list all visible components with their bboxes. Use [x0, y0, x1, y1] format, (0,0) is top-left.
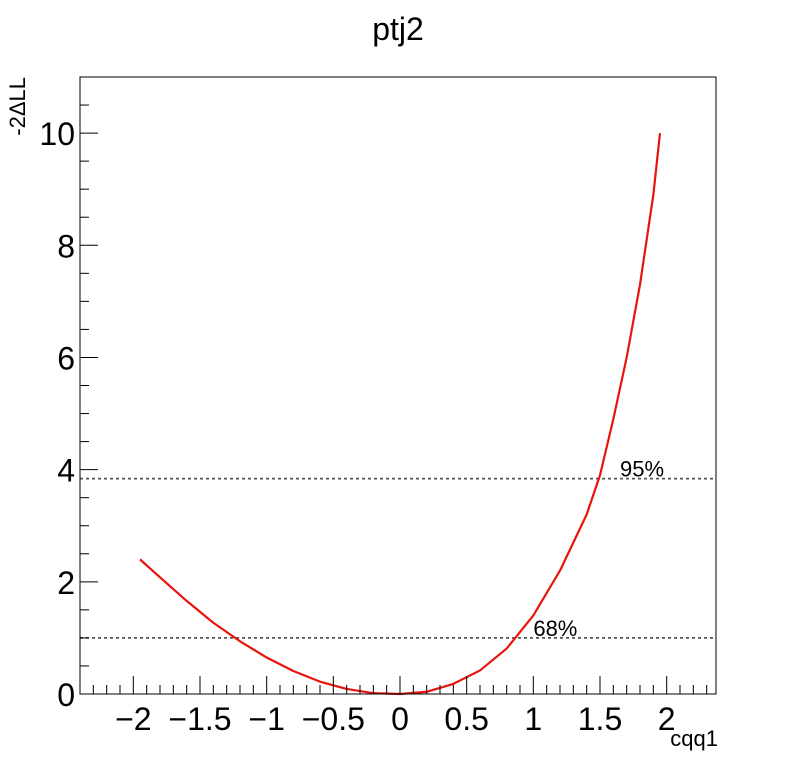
x-tick-label: 0.5: [444, 701, 488, 737]
x-axis: −2 −1.5 −1 −0.5 0 0.5 1 1.5 2: [79, 676, 708, 737]
x-axis-title: cqq1: [670, 726, 718, 751]
threshold-label-1: 95%: [620, 457, 664, 482]
y-tick-label: 4: [57, 453, 75, 489]
x-tick-label: −2: [115, 701, 151, 737]
x-tick-label: 1.5: [578, 701, 622, 737]
y-tick-label: 0: [57, 677, 75, 713]
series-line-0: [139, 132, 662, 696]
x-tick-label: −1: [248, 701, 284, 737]
threshold-lines: 68% 95%: [80, 457, 716, 641]
y-tick-label: 8: [57, 228, 75, 264]
x-tick-label: −0.5: [302, 701, 365, 737]
y-tick-label: 2: [57, 565, 75, 601]
threshold-label-0: 68%: [533, 616, 577, 641]
chart-title: ptj2: [372, 11, 424, 47]
x-tick-label: 1: [524, 701, 542, 737]
y-axis: 0 2 4 6 8 10: [39, 76, 98, 713]
y-axis-title: -2ΔLL: [5, 77, 30, 136]
x-tick-label: 2: [658, 701, 676, 737]
y-tick-label: 10: [39, 116, 75, 152]
x-tick-label: 0: [391, 701, 409, 737]
series-curves: [139, 132, 662, 696]
x-tick-label: −1.5: [168, 701, 231, 737]
y-tick-label: 6: [57, 340, 75, 376]
